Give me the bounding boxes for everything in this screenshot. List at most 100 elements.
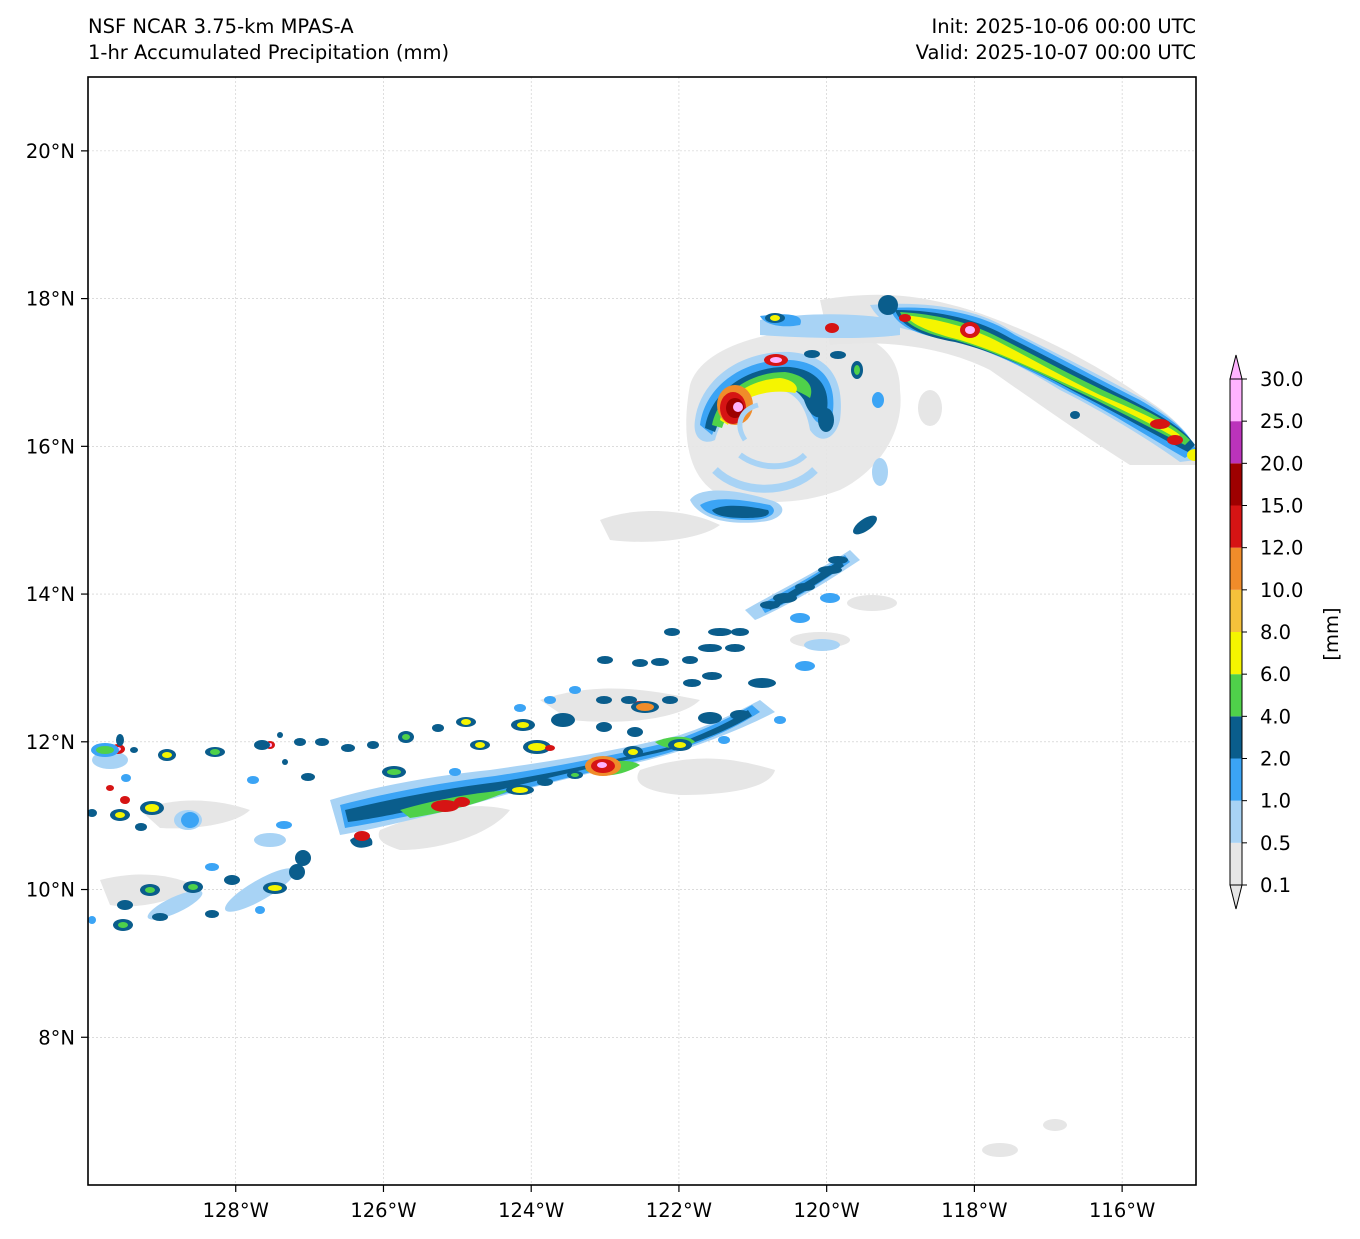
precip-cell — [255, 906, 265, 914]
colorbar-labels: 0.1 0.5 1.0 2.0 4.0 6.0 8.0 10.0 12.0 15.0 20.0 25.… — [1242, 368, 1303, 897]
precip-area — [900, 312, 1190, 445]
precip-core — [1150, 419, 1170, 429]
precip-cell — [651, 658, 669, 666]
precip-cell — [88, 809, 97, 817]
precip-core — [454, 797, 470, 807]
precip-cell — [528, 743, 546, 751]
precip-area — [1043, 1119, 1067, 1131]
precip-cell — [748, 678, 776, 688]
precip-cell — [571, 773, 579, 777]
precip-cell — [145, 887, 155, 893]
precip-cell — [828, 556, 848, 564]
precip-cell — [725, 644, 745, 652]
precip-cell — [708, 628, 732, 636]
colorbar-tick-label: 6.0 — [1260, 663, 1291, 686]
y-tick-label: 10°N — [26, 879, 75, 902]
precip-cell — [512, 787, 528, 793]
colorbar-segment — [1230, 716, 1242, 759]
precip-cell — [730, 710, 750, 720]
colorbar-extend-max — [1229, 354, 1243, 380]
y-tick-label: 18°N — [26, 288, 75, 311]
precip-cells — [88, 295, 1196, 931]
precip-cell — [449, 768, 461, 776]
precip-core — [431, 800, 459, 812]
precip-cell — [152, 913, 168, 921]
colorbar-segment — [1230, 547, 1242, 590]
precip-cell — [544, 696, 556, 704]
precip-cell — [115, 812, 125, 818]
precip-cell — [276, 821, 292, 829]
precip-cell — [636, 703, 654, 711]
precip-cell — [387, 769, 401, 775]
precip-cell — [718, 736, 730, 744]
colorbar-segment — [1230, 674, 1242, 717]
precip-cell — [683, 679, 701, 687]
colorbar-tick-label: 4.0 — [1260, 705, 1291, 728]
colorbar-segment — [1230, 421, 1242, 464]
y-tick-label: 16°N — [26, 435, 75, 458]
colorbar-segment — [1230, 589, 1242, 632]
precip-cell — [773, 593, 797, 603]
x-tick-label: 116°W — [1089, 1199, 1155, 1222]
precip-cell — [818, 566, 842, 574]
precip-cell — [277, 732, 283, 738]
y-tick-label: 12°N — [26, 731, 75, 754]
precip-core — [120, 796, 130, 804]
precip-cell — [627, 727, 643, 737]
x-tick-label: 124°W — [498, 1199, 564, 1222]
precip-cell — [702, 672, 722, 680]
colorbar-segments — [1229, 354, 1243, 910]
colorbar-tick-label: 15.0 — [1260, 495, 1303, 518]
precip-cell — [268, 885, 282, 891]
precip-cell — [820, 593, 840, 603]
precip-cell — [628, 749, 638, 755]
colorbar-extend-min — [1229, 884, 1243, 910]
precip-cell — [181, 812, 199, 828]
precip-cell — [130, 747, 138, 753]
precip-cell — [872, 392, 884, 408]
precip-core — [597, 762, 607, 768]
rain-band — [712, 467, 818, 493]
precip-cell — [289, 864, 305, 880]
precip-cell — [682, 656, 698, 664]
precip-cell — [118, 922, 128, 928]
colorbar-tick-label: 0.1 — [1260, 874, 1291, 897]
precip-cell — [205, 863, 219, 871]
precip-cell — [569, 686, 581, 694]
x-tick-label: 118°W — [941, 1199, 1007, 1222]
precip-cell — [1070, 411, 1080, 419]
precip-cell — [698, 712, 722, 724]
precip-area — [345, 710, 752, 822]
colorbar-segment — [1230, 842, 1242, 885]
precip-cell — [188, 884, 198, 890]
precip-cell — [301, 773, 315, 781]
precip-cell — [760, 601, 780, 609]
precip-area — [600, 510, 720, 542]
precip-band-6mm — [720, 315, 1180, 438]
colorbar-segment — [1230, 463, 1242, 506]
map-frame — [87, 76, 1197, 1186]
axis-ticks: 128°W 126°W 124°W 122°W 120°W 118°W 116°W 20°N 1… — [26, 140, 1155, 1222]
precip-cell — [162, 752, 172, 758]
model-title: NSF NCAR 3.75-km MPAS-A — [88, 15, 354, 38]
colorbar-segment — [1230, 379, 1242, 422]
precip-cell — [145, 804, 159, 812]
colorbar-tick-label: 1.0 — [1260, 790, 1291, 813]
precip-cell — [517, 722, 529, 728]
precip-core — [354, 831, 370, 841]
colorbar-segment — [1230, 505, 1242, 548]
precip-cell — [621, 696, 637, 704]
map-background — [88, 77, 1196, 1185]
precip-cell — [596, 696, 612, 704]
precip-cell — [674, 742, 686, 748]
precip-cell — [774, 716, 786, 724]
precip-area — [847, 595, 897, 611]
precip-area — [254, 833, 286, 847]
precip-core — [733, 402, 743, 412]
x-tick-label: 128°W — [203, 1199, 269, 1222]
precip-area — [918, 390, 942, 426]
precip-cell — [770, 315, 780, 321]
header-right: Init: 2025-10-06 00:00 UTC Valid: 2025-1… — [916, 14, 1196, 66]
precip-cell — [790, 613, 810, 623]
colorbar-tick-label: 0.5 — [1260, 832, 1291, 855]
